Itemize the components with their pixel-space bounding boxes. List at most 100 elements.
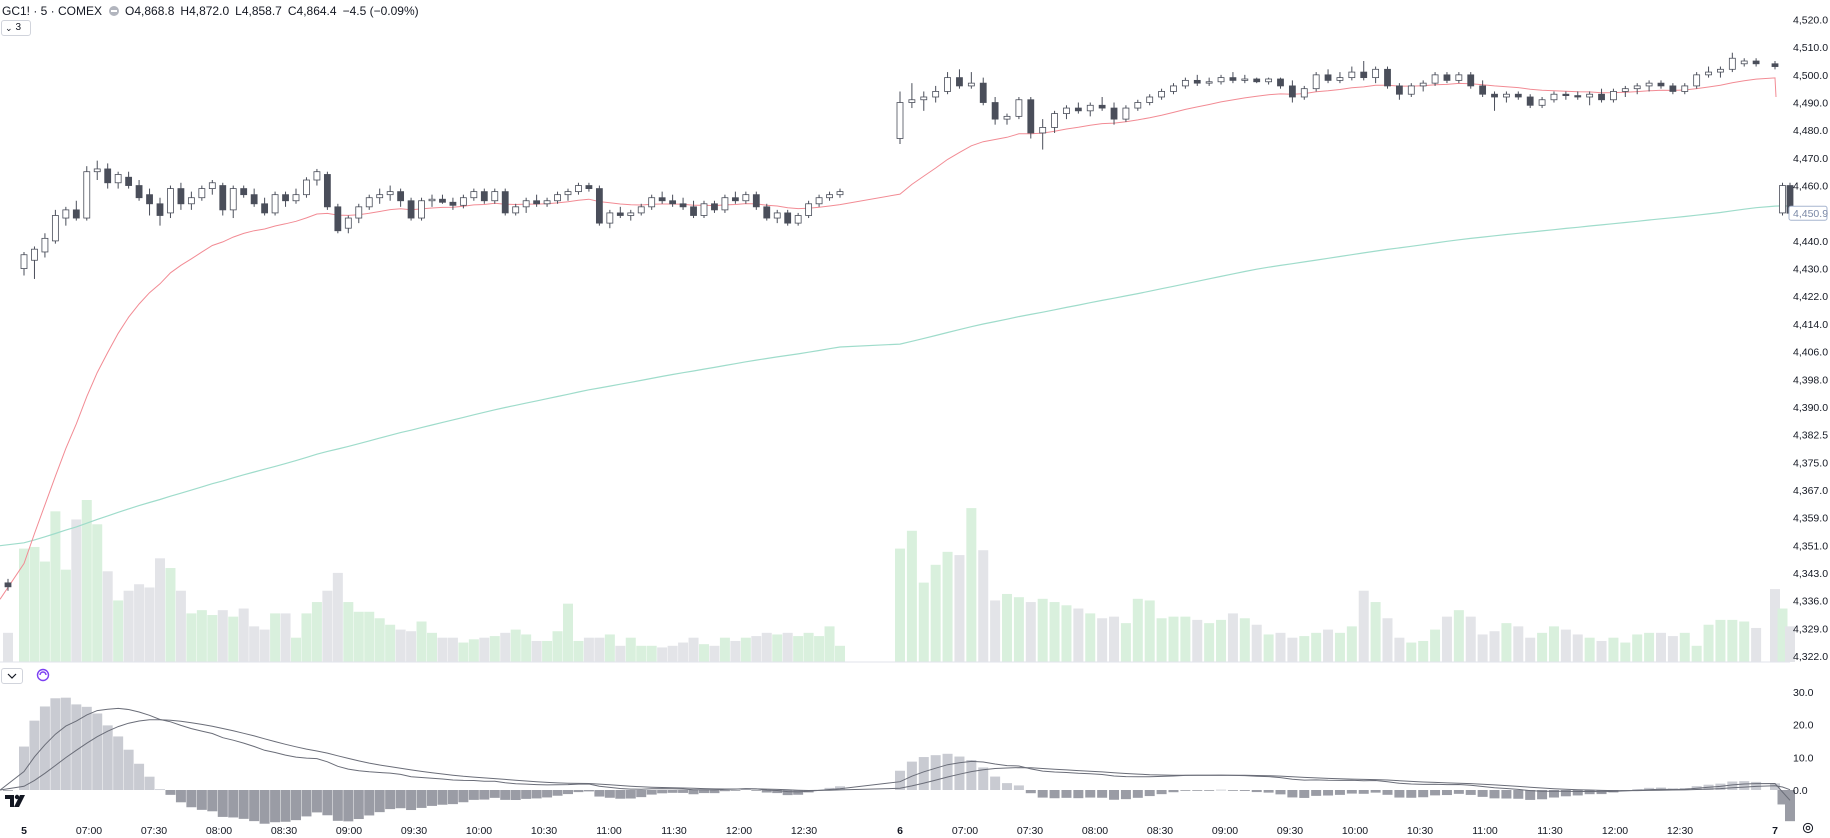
price-tick-label: 4,329.0	[1793, 623, 1828, 635]
volume-bar	[1382, 618, 1393, 662]
volume-bar	[1596, 640, 1607, 662]
histogram-bar	[990, 776, 1001, 790]
time-tick-label: 11:30	[661, 825, 687, 837]
candle-body	[1229, 77, 1237, 81]
volume-bar	[1109, 616, 1120, 662]
histogram-bar	[1156, 790, 1167, 795]
volume-bar	[29, 546, 40, 662]
candle-body	[146, 194, 153, 205]
volume-bar	[270, 613, 281, 662]
volume-bar	[1168, 616, 1179, 662]
high-value: 4,872.0	[189, 4, 230, 18]
histogram-bar	[458, 790, 469, 803]
histogram-bar	[1727, 781, 1738, 790]
volume-bar	[594, 637, 605, 662]
candle-body	[908, 99, 916, 103]
histogram-bar	[1489, 790, 1500, 799]
histogram-bar	[835, 786, 845, 790]
low-label: L	[235, 4, 242, 18]
volume-bar	[123, 590, 134, 662]
candle-body	[313, 171, 321, 181]
candle-body	[1312, 74, 1320, 90]
time-tick-label: 7	[1772, 825, 1778, 837]
candles	[4, 52, 1794, 591]
volume-bar	[39, 561, 50, 662]
histogram-bar	[594, 790, 605, 797]
histogram-bar	[301, 790, 312, 817]
candle-body	[1003, 115, 1011, 120]
histogram-bar	[1560, 790, 1571, 797]
pane-collapse-button[interactable]	[1, 668, 23, 684]
macd-settings-icon[interactable]	[36, 668, 50, 682]
histogram-bar	[1311, 790, 1322, 796]
histogram-bar	[542, 790, 553, 798]
low-value: 4,858.7	[241, 4, 282, 18]
macd-axis[interactable]: 30.0 20.0 10.0 0.0	[1793, 687, 1814, 797]
histogram-bar	[604, 790, 615, 798]
candle-body	[944, 77, 951, 92]
price-tick-label: 4,398.0	[1793, 374, 1828, 386]
price-tick-label: 4,382.5	[1793, 430, 1828, 442]
volume-bar	[437, 637, 448, 662]
volume-bar	[1430, 629, 1441, 662]
histogram-bar	[39, 706, 50, 790]
time-tick-label: 08:30	[271, 825, 297, 837]
volume-bar	[280, 613, 291, 662]
candle-body	[1277, 78, 1284, 87]
market-status-icon[interactable]	[109, 6, 120, 16]
volume-bar	[1013, 597, 1024, 662]
volume-bar	[918, 582, 929, 662]
volume-bar	[942, 551, 953, 662]
candle-body	[198, 188, 206, 199]
candle-body	[20, 254, 28, 269]
candle-body	[1693, 74, 1701, 87]
price-axis[interactable]: 4,520.0 4,510.0 4,500.0 4,490.0 4,480.0 4,470…	[1793, 15, 1828, 664]
histogram-bar	[186, 790, 197, 808]
histogram-bar	[196, 790, 207, 810]
volume-bar	[406, 631, 417, 662]
indicators-collapse-button[interactable]: ⌄ 3	[1, 20, 31, 36]
candle-body	[585, 185, 593, 189]
histogram-bar	[374, 790, 385, 813]
histogram-bar	[751, 790, 762, 791]
volume-bar	[1049, 602, 1060, 662]
histogram-bar	[824, 787, 835, 790]
histogram-bar	[1644, 787, 1655, 790]
volume-bar	[228, 616, 239, 662]
candle-body	[1074, 107, 1082, 112]
candle-body	[470, 191, 478, 199]
volume-bar	[1025, 602, 1036, 662]
histogram-bar	[1418, 790, 1429, 798]
candle-body	[1253, 78, 1261, 83]
histogram-bar	[1239, 790, 1250, 791]
volume-bar	[92, 524, 103, 662]
candle-body	[1063, 107, 1070, 114]
candle-body	[1526, 96, 1534, 106]
price-tick-label: 4,440.0	[1793, 236, 1828, 248]
volume-bar	[636, 645, 647, 662]
candle-body	[1372, 68, 1380, 79]
histogram-bar	[228, 790, 239, 818]
symbol-title[interactable]: GC1! · 5 · COMEX	[2, 4, 103, 18]
candle-body	[177, 188, 185, 205]
tradingview-logo-icon[interactable]	[4, 793, 30, 809]
histogram-bar	[740, 788, 751, 790]
candle-body	[1193, 79, 1201, 84]
candle-body	[1265, 78, 1273, 83]
candle-body	[920, 96, 928, 101]
histogram-bar	[719, 790, 730, 792]
volume-bar	[1085, 613, 1096, 662]
candle-body	[721, 197, 729, 211]
histogram-bar	[71, 704, 82, 790]
histogram-bar	[60, 697, 71, 790]
candle-body	[72, 209, 80, 219]
histogram-bar	[1204, 790, 1215, 791]
settings-gear-icon[interactable]	[1802, 822, 1814, 834]
time-axis[interactable]: 5 07:00 07:30 08:00 08:30 09:00 09:30 10:00 10:3…	[21, 825, 1778, 837]
histogram-bar	[447, 790, 458, 805]
volume-bar	[1002, 593, 1013, 662]
volume-bar	[1560, 629, 1571, 662]
open-label: O	[125, 4, 135, 18]
